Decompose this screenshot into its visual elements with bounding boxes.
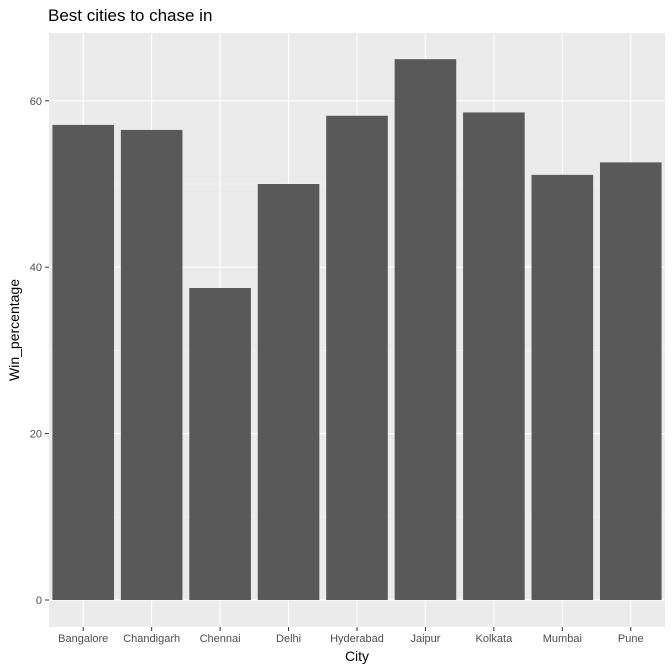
chart-title: Best cities to chase in [48, 6, 212, 25]
bar-bangalore [52, 124, 115, 600]
y-tick-label: 0 [36, 595, 42, 607]
x-tick-label: Bangalore [58, 633, 108, 645]
bar-jaipur [394, 59, 457, 600]
x-tick-label: Chennai [200, 633, 241, 645]
bar-chandigarh [120, 129, 183, 601]
bar-mumbai [531, 174, 594, 600]
y-axis-title: Win_percentage [6, 279, 22, 381]
x-tick-label: Chandigarh [123, 633, 180, 645]
x-axis: Bangalore Chandigarh Chennai Delhi Hyderabad… [58, 627, 644, 645]
bar-pune [599, 162, 662, 601]
y-tick-label: 20 [30, 429, 42, 441]
bars [52, 59, 662, 601]
x-axis-title: City [345, 648, 369, 664]
x-tick-label: Mumbai [543, 633, 582, 645]
y-axis: 0 20 40 60 [30, 96, 49, 607]
bar-chennai [189, 288, 251, 600]
y-tick-label: 40 [30, 262, 42, 274]
x-tick-label: Pune [618, 633, 644, 645]
bar-delhi [257, 184, 320, 600]
y-tick-label: 60 [30, 96, 42, 108]
bar-hyderabad [326, 115, 388, 600]
x-tick-label: Hyderabad [330, 633, 384, 645]
bar-kolkata [463, 112, 525, 600]
x-tick-label: Jaipur [410, 633, 440, 645]
x-tick-label: Delhi [276, 633, 301, 645]
x-tick-label: Kolkata [476, 633, 514, 645]
